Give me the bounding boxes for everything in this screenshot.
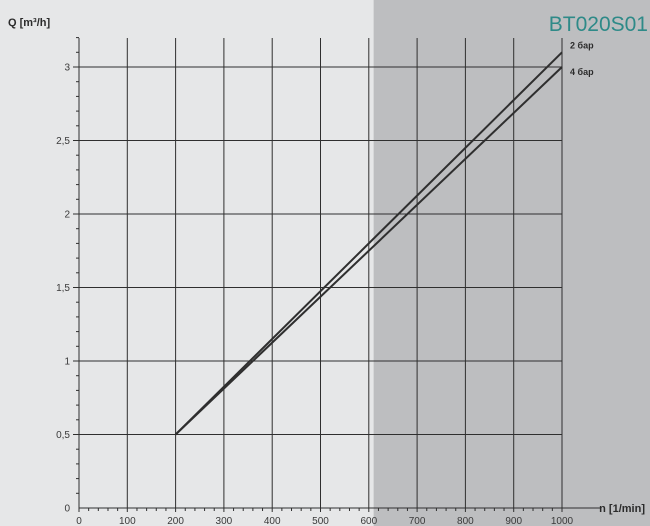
series-labels: 2 бар 4 бар [570, 40, 594, 77]
x-tick-label: 500 [312, 516, 329, 526]
model-title: BT020S01 [549, 13, 648, 36]
y-tick-label: 0 [64, 504, 70, 515]
y-tick-label: 1 [64, 357, 70, 368]
horizontal-gridlines [73, 66, 562, 435]
x-tick-label: 0 [76, 516, 82, 526]
series-line-1 [174, 51, 563, 436]
y-tick-label: 3 [64, 63, 70, 74]
x-tick-label: 300 [216, 516, 233, 526]
x-tick-label: 900 [505, 516, 522, 526]
shaded-region [373, 0, 650, 526]
series-label-1: 2 бар [570, 40, 594, 50]
y-tick-label: 2,5 [56, 136, 70, 147]
series-label-2: 4 бар [570, 67, 594, 77]
y-tick-labels: 0 0,5 1 1,5 2 2,5 3 [56, 63, 70, 515]
x-tick-labels: 0 100 200 300 400 500 600 700 800 900 1000 [76, 516, 573, 526]
x-tick-label: 400 [264, 516, 281, 526]
y-tick-label: 2 [64, 210, 70, 221]
x-tick-label: 1000 [551, 516, 574, 526]
series-lines [174, 51, 563, 436]
x-axis-label: n [1/min] [599, 503, 645, 515]
y-tick-label: 0,5 [56, 430, 70, 441]
x-tick-label: 200 [167, 516, 184, 526]
y-tick-label: 1,5 [56, 283, 70, 294]
x-tick-label: 800 [457, 516, 474, 526]
x-tick-label: 700 [409, 516, 426, 526]
series-line-2 [174, 66, 563, 436]
vertical-gridlines [126, 38, 563, 512]
y-axis-label: Q [m³/h] [8, 17, 50, 29]
x-tick-label: 600 [360, 516, 377, 526]
x-tick-label: 100 [119, 516, 136, 526]
